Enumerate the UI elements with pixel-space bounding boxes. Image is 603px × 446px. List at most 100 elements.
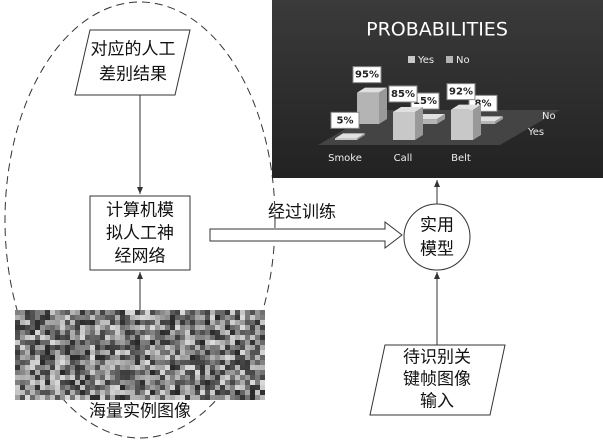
mosaic-cell [40,340,45,345]
mosaic-cell [185,315,190,320]
mosaic-cell [145,355,150,360]
mosaic-cell [120,330,125,335]
mosaic-cell [210,325,215,330]
mosaic-cell [15,335,20,340]
mosaic-cell [150,340,155,345]
mosaic-cell [220,310,225,315]
mosaic-cell [65,315,70,320]
mosaic-cell [30,355,35,360]
mosaic-cell [155,330,160,335]
mosaic-cell [130,375,135,380]
mosaic-cell [195,395,200,400]
mosaic-cell [105,350,110,355]
mosaic-cell [20,315,25,320]
mosaic-cell [200,345,205,350]
mosaic-cell [105,340,110,345]
mosaic-cell [145,380,150,385]
mosaic-cell [50,340,55,345]
mosaic-cell [55,395,60,400]
mosaic-cell [235,360,240,365]
bar [451,104,481,140]
mosaic-cell [115,360,120,365]
mosaic-cell [235,310,240,315]
mosaic-cell [130,355,135,360]
mosaic-cell [145,365,150,370]
mosaic-cell [160,315,165,320]
mosaic-cell [215,330,220,335]
mosaic-cell [100,345,105,350]
bar-side [357,133,365,140]
mosaic-cell [105,370,110,375]
mosaic-cell [255,325,260,330]
mosaic-cell [220,325,225,330]
mosaic-cell [225,365,230,370]
mosaic-cell [90,395,95,400]
mosaic-cell [230,360,235,365]
mosaic-cell [215,315,220,320]
mosaic-cell [245,340,250,345]
mosaic-cell [55,310,60,315]
mosaic-cell [195,315,200,320]
mosaic-cell [230,320,235,325]
mosaic-cell [45,390,50,395]
bar-front [393,111,415,140]
mosaic-cell [250,350,255,355]
mosaic-cell [175,395,180,400]
mosaic-cell [55,375,60,380]
mosaic-cell [180,390,185,395]
mosaic-cell [185,395,190,400]
mosaic-cell [180,310,185,315]
mosaic-cell [190,340,195,345]
mosaic-cell [110,380,115,385]
mosaic-cell [225,310,230,315]
mosaic-cell [65,330,70,335]
mosaic-cell [180,380,185,385]
mosaic-cell [30,340,35,345]
mosaic-cell [210,355,215,360]
mosaic-cell [140,395,145,400]
mosaic-cell [100,310,105,315]
mosaic-cell [85,375,90,380]
mosaic-cell [65,320,70,325]
mosaic-cell [240,350,245,355]
mosaic-cell [130,395,135,400]
mosaic-cell [105,320,110,325]
mosaic-cell [20,395,25,400]
mosaic-cell [145,330,150,335]
mosaic-cell [250,330,255,335]
mosaic-cell [215,355,220,360]
mosaic-cell [160,385,165,390]
mosaic-cell [115,315,120,320]
mosaic-cell [190,370,195,375]
mosaic-cell [15,330,20,335]
mosaic-cell [30,390,35,395]
mosaic-cell [120,380,125,385]
mosaic-cell [215,385,220,390]
mosaic-cell [90,330,95,335]
bar-front [415,119,437,124]
image-mosaic [15,310,265,400]
mosaic-cell [120,395,125,400]
mosaic-cell [40,310,45,315]
mosaic-cell [170,390,175,395]
mosaic-cell [25,360,30,365]
mosaic-cell [260,380,265,385]
mosaic-cell [260,335,265,340]
node-label: 对应的人工 [91,40,176,60]
hollow-arrow [209,220,403,250]
mosaic-cell [25,320,30,325]
mosaic-cell [250,335,255,340]
mosaic-cell [160,335,165,340]
mosaic-cell [120,375,125,380]
mosaic-cell [75,385,80,390]
mosaic-cell [105,385,110,390]
mosaic-cell [110,340,115,345]
mosaic-cell [60,365,65,370]
mosaic-cell [50,330,55,335]
mosaic-cell [60,375,65,380]
mosaic-cell [100,395,105,400]
mosaic-cell [80,330,85,335]
mosaic-cell [75,335,80,340]
mosaic-cell [145,310,150,315]
mosaic-cell [80,370,85,375]
